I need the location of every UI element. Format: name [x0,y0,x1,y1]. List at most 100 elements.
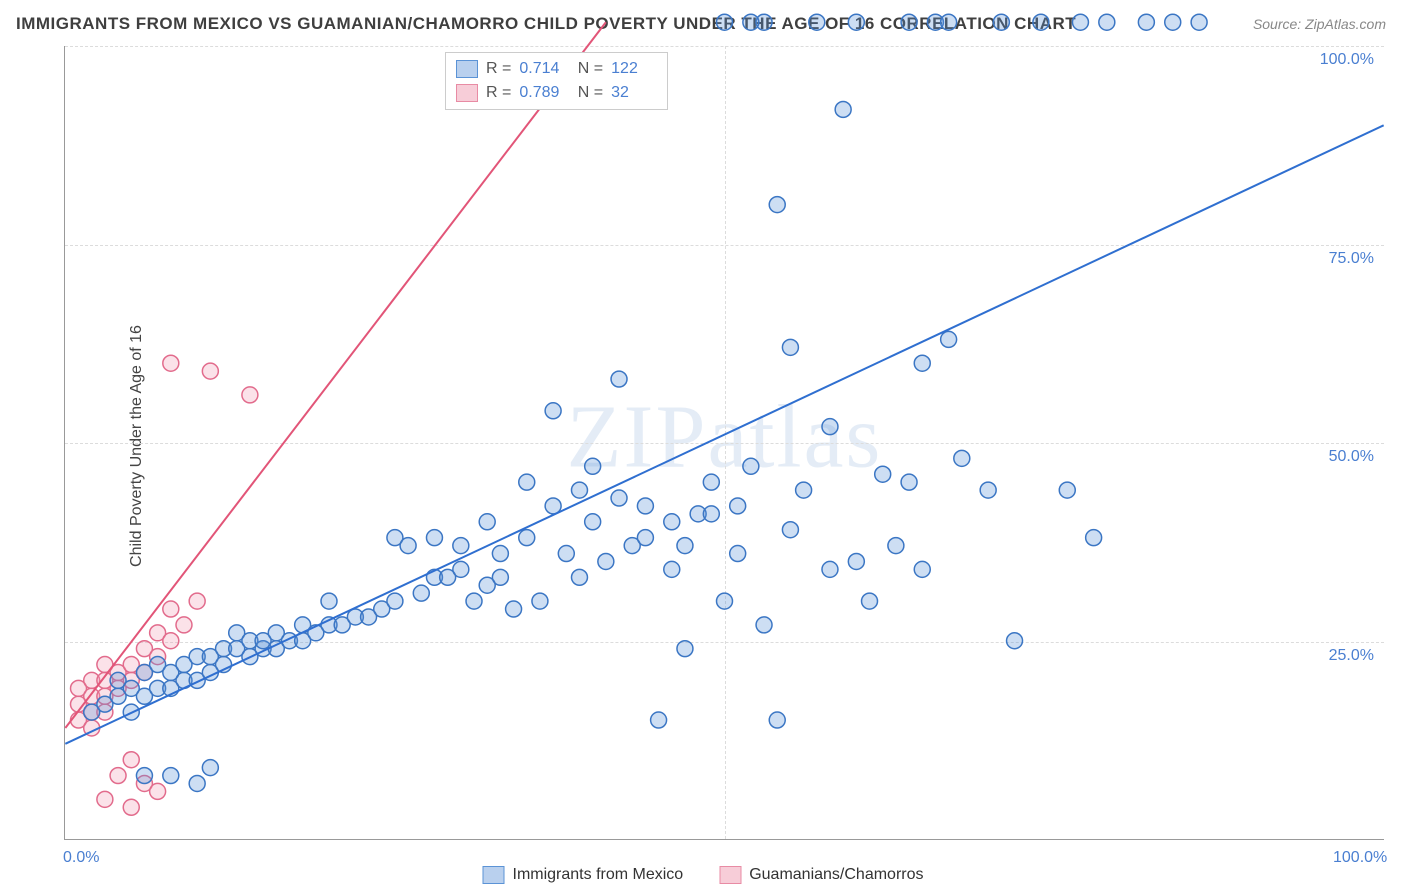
scatter-point [1099,14,1115,30]
scatter-point [637,498,653,514]
scatter-point [321,593,337,609]
scatter-point [664,514,680,530]
scatter-point [426,530,442,546]
scatter-point [163,768,179,784]
scatter-point [558,546,574,562]
y-tick-label: 100.0% [1320,51,1374,69]
legend-item: Guamanians/Chamorros [719,866,923,884]
scatter-point [1165,14,1181,30]
stat-value-n: 122 [611,60,657,78]
scatter-point [571,482,587,498]
scatter-point [954,450,970,466]
stat-label-r: R = [486,60,511,78]
y-tick-label: 50.0% [1329,448,1374,466]
scatter-point [189,776,205,792]
scatter-point [242,387,258,403]
x-tick-label: 100.0% [1333,849,1387,867]
scatter-point [703,474,719,490]
legend-swatch [719,866,741,884]
scatter-point [914,355,930,371]
scatter-point [492,546,508,562]
scatter-point [611,490,627,506]
scatter-point [611,371,627,387]
scatter-point [413,585,429,601]
scatter-point [848,14,864,30]
scatter-point [1033,14,1049,30]
stats-row: R = 0.714 N = 122 [456,57,657,81]
scatter-point [150,783,166,799]
stat-value-r: 0.789 [519,84,565,102]
stat-value-r: 0.714 [519,60,565,78]
scatter-point [862,593,878,609]
stat-label-n: N = [573,84,603,102]
scatter-point [479,514,495,530]
scatter-point [743,14,759,30]
scatter-point [466,593,482,609]
legend-item: Immigrants from Mexico [483,866,684,884]
scatter-point [585,458,601,474]
stats-box: R =0.714 N =122R =0.789 N =32 [445,52,668,110]
scatter-point [769,197,785,213]
scatter-point [97,791,113,807]
scatter-point [506,601,522,617]
scatter-point [730,546,746,562]
scatter-point [875,466,891,482]
scatter-point [1191,14,1207,30]
scatter-point [901,14,917,30]
scatter-point [848,553,864,569]
scatter-point [677,538,693,554]
scatter-point [717,14,733,30]
scatter-point [571,569,587,585]
scatter-point [664,561,680,577]
scatter-point [387,593,403,609]
scatter-point [717,593,733,609]
scatter-point [941,331,957,347]
scatter-point [822,419,838,435]
scatter-point [637,530,653,546]
source-attribution: Source: ZipAtlas.com [1253,16,1386,32]
scatter-point [809,14,825,30]
series-swatch [456,84,478,102]
scatter-point [1086,530,1102,546]
scatter-point [123,799,139,815]
trendline [65,125,1383,744]
scatter-point [545,403,561,419]
scatter-point [941,14,957,30]
scatter-point [202,760,218,776]
chart-container: IMMIGRANTS FROM MEXICO VS GUAMANIAN/CHAM… [0,0,1406,892]
scatter-point [123,752,139,768]
scatter-point [651,712,667,728]
stat-label-n: N = [573,60,603,78]
scatter-point [176,617,192,633]
stats-row: R =0.789 N =32 [456,81,657,105]
scatter-point [492,569,508,585]
scatter-point [136,768,152,784]
y-tick-label: 75.0% [1329,250,1374,268]
scatter-point [914,561,930,577]
scatter-point [888,538,904,554]
scatter-point [400,538,416,554]
scatter-point [769,712,785,728]
scatter-point [835,101,851,117]
scatter-point [730,498,746,514]
plot-area: ZIPatlas R =0.714 N =122R =0.789 N =32 2… [64,46,1384,840]
stat-label-r: R = [486,84,511,102]
scatter-point [585,514,601,530]
x-tick-label: 0.0% [63,849,99,867]
scatter-point [743,458,759,474]
scatter-point [980,482,996,498]
scatter-point [993,14,1009,30]
scatter-point [677,641,693,657]
scatter-point [796,482,812,498]
scatter-point [163,633,179,649]
scatter-point [189,593,205,609]
scatter-point [782,339,798,355]
scatter-point [532,593,548,609]
scatter-point [453,561,469,577]
scatter-point [202,363,218,379]
scatter-point [1072,14,1088,30]
scatter-point [1059,482,1075,498]
legend-swatch [483,866,505,884]
scatter-point [163,601,179,617]
scatter-point [756,617,772,633]
